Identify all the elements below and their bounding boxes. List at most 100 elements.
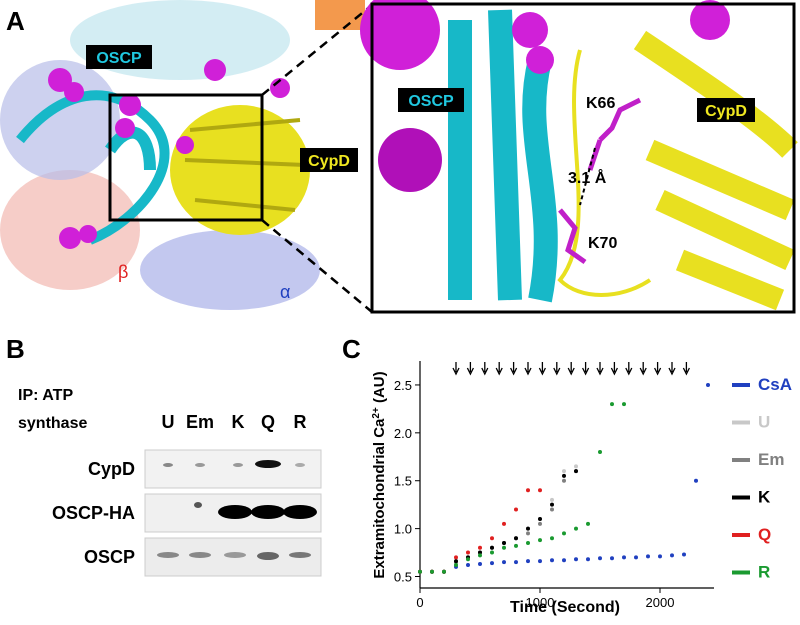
pulse-arrow — [596, 362, 604, 376]
data-point — [442, 569, 446, 574]
lane-label: U — [162, 412, 175, 432]
pulse-arrow — [582, 362, 590, 376]
panel-label: A — [6, 6, 25, 36]
y-tick-label: 0.5 — [394, 570, 412, 585]
pulse-arrow — [682, 362, 690, 376]
data-point — [490, 545, 494, 550]
data-point — [478, 550, 482, 555]
data-point — [514, 560, 518, 565]
distance-label: 3.1 Å — [568, 168, 607, 187]
x-tick-label: 1000 — [526, 595, 555, 610]
data-point — [502, 560, 506, 565]
data-point — [454, 559, 458, 564]
legend-label: Q — [758, 525, 771, 544]
data-point — [598, 449, 602, 454]
pulse-arrow — [510, 362, 518, 376]
data-point — [514, 543, 518, 548]
structure-overview — [0, 0, 373, 313]
data-point — [502, 545, 506, 550]
pulse-arrow — [524, 362, 532, 376]
row-label: OSCP-HA — [52, 503, 135, 523]
data-point — [430, 569, 434, 574]
pulse-arrow — [610, 362, 618, 376]
data-point — [514, 536, 518, 541]
legend-label: CsA — [758, 375, 792, 394]
data-point — [586, 557, 590, 562]
data-point — [574, 526, 578, 531]
data-point — [598, 556, 602, 561]
data-point — [550, 507, 554, 512]
data-point — [610, 556, 614, 561]
pulse-arrow — [481, 362, 489, 376]
data-point — [490, 561, 494, 566]
lane-label: R — [294, 412, 307, 432]
row-label: CypD — [88, 459, 135, 479]
data-point — [526, 531, 530, 536]
structure-label: α — [280, 282, 290, 302]
data-point — [670, 553, 674, 558]
data-point — [574, 557, 578, 562]
data-point — [658, 554, 662, 559]
lane-label: Em — [186, 412, 214, 432]
data-point — [622, 555, 626, 560]
structure-label: CypD — [705, 103, 747, 120]
data-point — [526, 540, 530, 545]
data-point — [574, 464, 578, 469]
data-point — [478, 553, 482, 558]
panel-label: C — [342, 334, 361, 364]
data-point — [610, 402, 614, 407]
legend-label: Em — [758, 450, 784, 469]
pulse-arrow — [466, 362, 474, 376]
pulse-arrow — [668, 362, 676, 376]
data-point — [490, 536, 494, 541]
structure-label: β — [118, 262, 128, 282]
y-tick-label: 1.5 — [394, 474, 412, 489]
pulse-arrow — [452, 362, 460, 376]
pulse-arrow — [639, 362, 647, 376]
blot-header: IP: ATP — [18, 387, 73, 404]
data-point — [562, 473, 566, 478]
pulse-arrow — [625, 362, 633, 376]
x-axis-label: Time (Second) — [510, 599, 620, 616]
residue-label: K70 — [588, 235, 617, 252]
x-tick-label: 0 — [416, 595, 423, 610]
legend-label: K — [758, 488, 771, 507]
row-label: OSCP — [84, 547, 135, 567]
structure-label: OSCP — [408, 93, 454, 110]
data-point — [562, 531, 566, 536]
data-point — [478, 562, 482, 567]
data-point — [538, 538, 542, 543]
data-point — [502, 540, 506, 545]
pulse-arrow — [567, 362, 575, 376]
legend-label: U — [758, 413, 770, 432]
data-point — [502, 521, 506, 526]
lane-labels: U Em K Q R — [162, 412, 307, 432]
label-background — [300, 148, 358, 172]
blot — [144, 449, 322, 577]
data-point — [622, 402, 626, 407]
y-tick-label: 1.0 — [394, 522, 412, 537]
data-point — [466, 557, 470, 562]
data-point — [490, 550, 494, 555]
pulse-arrow — [553, 362, 561, 376]
data-point — [466, 550, 470, 555]
data-point — [550, 502, 554, 507]
row-labels: CypD OSCP-HA OSCP — [52, 459, 135, 567]
data-point — [514, 507, 518, 512]
structure-label: CypD — [308, 153, 350, 170]
data-point — [562, 558, 566, 563]
data-point — [550, 558, 554, 563]
pulse-arrow — [654, 362, 662, 376]
data-point — [538, 517, 542, 522]
y-tick-label: 2.5 — [394, 378, 412, 393]
x-tick-label: 2000 — [646, 595, 675, 610]
data-point — [466, 563, 470, 568]
data-point — [538, 559, 542, 564]
data-point — [526, 526, 530, 531]
data-point — [538, 488, 542, 493]
residue-label: K66 — [586, 95, 615, 112]
label-background — [86, 45, 152, 69]
data-point — [574, 469, 578, 474]
data-point — [478, 545, 482, 550]
